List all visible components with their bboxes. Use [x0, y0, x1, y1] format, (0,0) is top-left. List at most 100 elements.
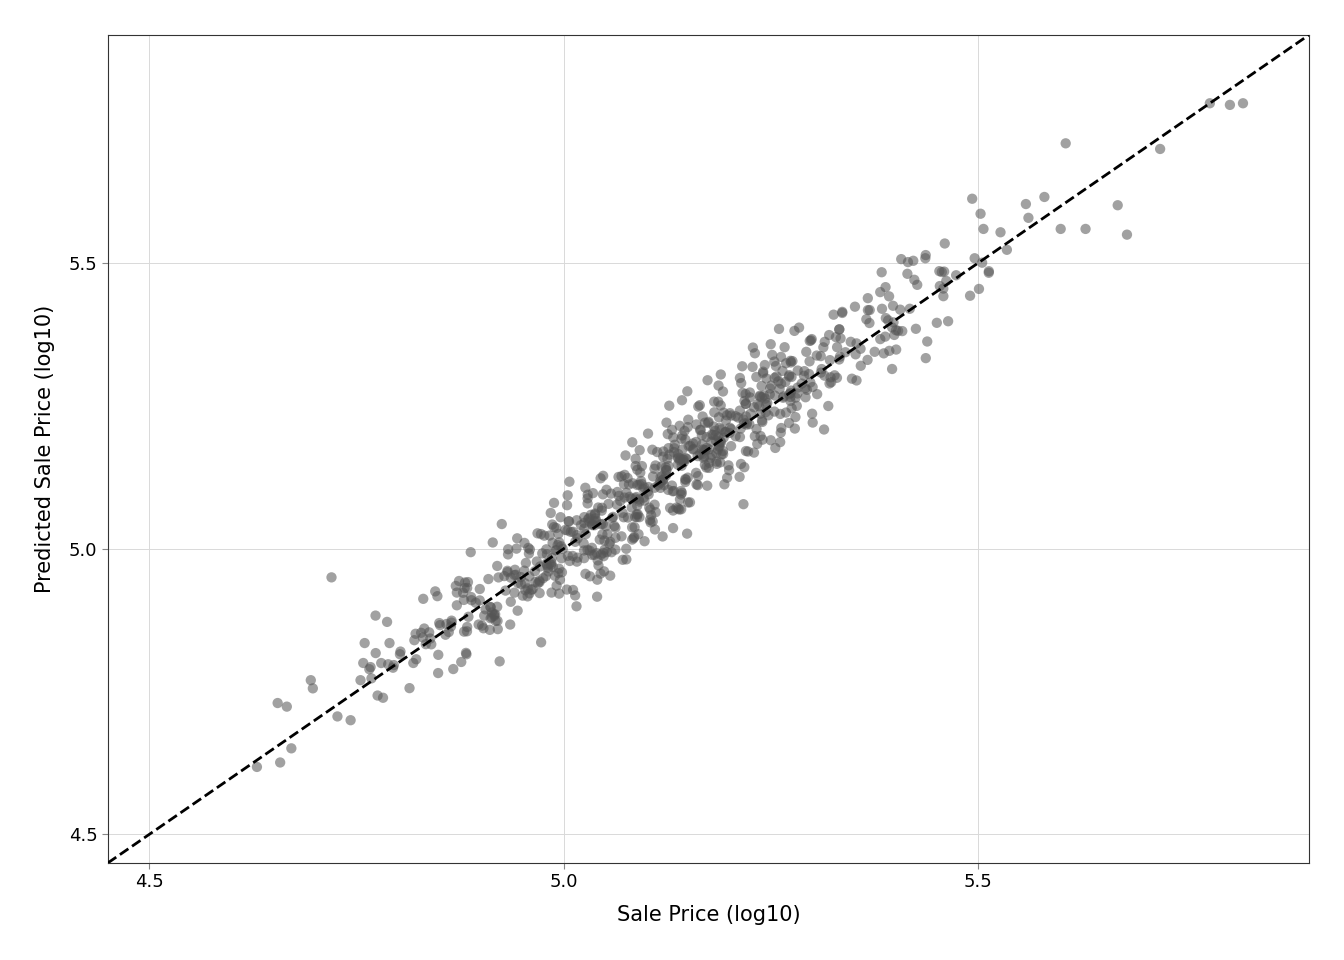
- Point: [915, 350, 937, 366]
- Point: [813, 368, 835, 383]
- Point: [968, 281, 989, 297]
- Point: [578, 511, 599, 526]
- Point: [477, 571, 499, 587]
- Point: [849, 341, 871, 356]
- Point: [371, 656, 392, 671]
- Point: [844, 299, 866, 314]
- Point: [683, 442, 704, 457]
- Point: [478, 622, 500, 637]
- Point: [973, 221, 995, 236]
- Point: [688, 398, 710, 414]
- Point: [650, 475, 672, 491]
- Point: [859, 302, 880, 318]
- Point: [405, 626, 426, 641]
- Point: [933, 289, 954, 304]
- Point: [798, 367, 820, 382]
- Point: [591, 503, 613, 518]
- Point: [544, 542, 566, 558]
- Point: [742, 359, 763, 374]
- Point: [560, 524, 582, 540]
- Point: [699, 455, 720, 470]
- Point: [945, 268, 966, 283]
- Point: [706, 433, 727, 448]
- Point: [520, 582, 542, 597]
- Point: [622, 475, 644, 491]
- Point: [629, 510, 650, 525]
- Point: [818, 352, 840, 368]
- Point: [637, 484, 659, 499]
- Point: [743, 399, 765, 415]
- Point: [1199, 96, 1220, 111]
- Point: [829, 331, 851, 347]
- Point: [599, 568, 621, 584]
- Point: [515, 583, 536, 598]
- Point: [1075, 221, 1097, 236]
- Point: [495, 583, 516, 598]
- Point: [857, 291, 879, 306]
- Point: [585, 506, 606, 521]
- Point: [929, 263, 950, 278]
- Point: [574, 542, 595, 558]
- Point: [656, 463, 677, 478]
- Point: [818, 327, 840, 343]
- Point: [625, 458, 646, 473]
- Point: [555, 522, 577, 538]
- Point: [769, 381, 790, 396]
- Point: [621, 500, 642, 516]
- Point: [746, 370, 767, 385]
- Point: [685, 466, 707, 481]
- Point: [754, 357, 775, 372]
- Point: [535, 568, 556, 584]
- Point: [626, 507, 648, 522]
- Point: [879, 343, 900, 358]
- Point: [742, 340, 763, 355]
- Point: [601, 511, 622, 526]
- Point: [780, 394, 801, 409]
- Point: [376, 614, 398, 630]
- Point: [524, 574, 546, 589]
- Point: [749, 389, 770, 404]
- Point: [781, 370, 802, 385]
- Point: [730, 429, 751, 444]
- Point: [507, 531, 528, 546]
- Point: [607, 489, 629, 504]
- Point: [457, 580, 478, 595]
- Point: [587, 500, 609, 516]
- Point: [706, 445, 727, 461]
- Point: [875, 279, 896, 295]
- Point: [558, 548, 579, 564]
- Point: [794, 390, 816, 405]
- Point: [961, 191, 982, 206]
- Point: [548, 561, 570, 576]
- Point: [558, 514, 579, 529]
- Point: [749, 388, 770, 403]
- Point: [359, 661, 380, 677]
- Point: [425, 584, 446, 599]
- Point: [692, 442, 714, 457]
- Point: [730, 456, 751, 471]
- Point: [521, 582, 543, 597]
- Point: [720, 408, 742, 423]
- Point: [574, 510, 595, 525]
- Point: [642, 514, 664, 529]
- Point: [586, 545, 607, 561]
- Point: [753, 364, 774, 379]
- Point: [574, 550, 595, 565]
- Point: [517, 588, 539, 604]
- Point: [575, 566, 597, 582]
- Point: [602, 509, 624, 524]
- Point: [770, 376, 792, 392]
- Point: [754, 391, 775, 406]
- Point: [711, 446, 732, 462]
- Point: [771, 363, 793, 378]
- Point: [668, 502, 689, 517]
- Point: [661, 478, 683, 493]
- Point: [559, 553, 581, 568]
- Point: [429, 615, 450, 631]
- Point: [796, 344, 817, 359]
- Point: [694, 415, 715, 430]
- Point: [564, 588, 586, 603]
- Point: [845, 336, 867, 351]
- Point: [712, 405, 734, 420]
- Point: [810, 348, 832, 364]
